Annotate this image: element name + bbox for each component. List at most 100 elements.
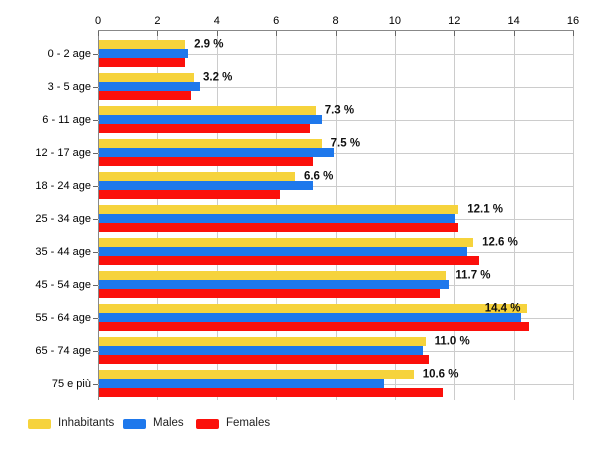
- category-tick-mark: [93, 186, 98, 187]
- x-axis-tick-mark: [216, 31, 218, 36]
- legend-swatch-inhabitants: [28, 418, 51, 429]
- bar-inhabitants: [99, 304, 527, 313]
- bar-males: [99, 379, 384, 388]
- bar-females: [99, 223, 459, 232]
- x-axis-tick-label: 0: [94, 15, 102, 27]
- legend-swatch-males: [123, 418, 146, 429]
- x-axis-tick-mark: [454, 31, 456, 36]
- value-label: 6.6 %: [303, 170, 334, 182]
- category-label: 35 - 44 age: [35, 245, 91, 258]
- category-label: 3 - 5 age: [47, 80, 91, 93]
- bar-females: [99, 91, 192, 100]
- bar-females: [99, 388, 444, 397]
- bar-males: [99, 280, 450, 289]
- legend-label: Males: [153, 417, 184, 429]
- x-axis-tick-label: 12: [448, 15, 461, 27]
- bar-females: [99, 355, 429, 364]
- legend-swatch-females: [196, 418, 219, 429]
- grid-line-horizontal: [98, 120, 573, 121]
- legend-item-females: Females: [196, 417, 270, 430]
- bar-inhabitants: [99, 337, 426, 346]
- bar-inhabitants: [99, 205, 459, 214]
- category-tick-mark: [93, 87, 98, 88]
- bar-females: [99, 289, 441, 298]
- category-label: 12 - 17 age: [35, 146, 91, 159]
- bar-females: [99, 322, 530, 331]
- x-axis-tick-label: 2: [154, 15, 161, 27]
- category-label: 18 - 24 age: [35, 179, 91, 192]
- x-axis-tick-mark: [98, 31, 99, 36]
- legend-item-males: Males: [123, 417, 184, 430]
- x-axis-tick-mark: [276, 31, 278, 36]
- category-tick-mark: [93, 219, 98, 220]
- category-label: 25 - 34 age: [35, 212, 91, 225]
- bar-males: [99, 247, 468, 256]
- category-label: 0 - 2 age: [47, 47, 91, 60]
- x-axis-tick-mark: [513, 31, 515, 36]
- bar-males: [99, 313, 521, 322]
- grid-line-horizontal: [98, 87, 573, 88]
- bar-males: [99, 115, 322, 124]
- x-axis-tick-mark: [157, 31, 159, 36]
- bar-males: [99, 49, 189, 58]
- grid-line-horizontal: [98, 186, 573, 187]
- grid-line-vertical: [513, 30, 515, 400]
- bar-inhabitants: [99, 271, 447, 280]
- bar-inhabitants: [99, 40, 186, 49]
- x-axis-tick-mark: [394, 31, 396, 36]
- bar-females: [99, 124, 310, 133]
- grid-line-horizontal: [98, 54, 573, 55]
- bar-inhabitants: [99, 172, 295, 181]
- category-label: 55 - 64 age: [35, 311, 91, 324]
- bar-females: [99, 256, 479, 265]
- bar-females: [99, 190, 281, 199]
- x-axis-tick-label: 8: [332, 15, 339, 27]
- value-label: 12.6 %: [482, 236, 518, 248]
- value-label: 3.2 %: [203, 71, 233, 83]
- bar-females: [99, 157, 313, 166]
- grid-line-horizontal: [98, 153, 573, 154]
- category-label: 45 - 54 age: [35, 278, 91, 291]
- value-label: 12.1 %: [467, 203, 504, 215]
- category-tick-mark: [93, 318, 98, 319]
- bar-inhabitants: [99, 370, 414, 379]
- x-axis-line: [98, 30, 574, 31]
- value-label: 11.0 %: [434, 335, 470, 347]
- bar-males: [99, 181, 313, 190]
- category-tick-mark: [93, 120, 98, 121]
- value-label: 7.3 %: [324, 104, 355, 116]
- category-tick-mark: [93, 351, 98, 352]
- bar-inhabitants: [99, 139, 322, 148]
- bar-males: [99, 82, 200, 91]
- legend-label: Females: [226, 417, 271, 429]
- value-label: 2.9 %: [194, 38, 224, 50]
- value-label: 14.4 %: [484, 302, 521, 314]
- bar-inhabitants: [99, 73, 194, 82]
- bar-females: [99, 58, 186, 67]
- x-axis-tick-label: 16: [566, 15, 580, 27]
- category-label: 6 - 11 age: [42, 113, 91, 126]
- legend-item-inhabitants: Inhabitants: [28, 417, 114, 430]
- category-tick-mark: [93, 252, 98, 253]
- x-axis-tick-label: 6: [273, 15, 280, 27]
- x-axis-tick-label: 10: [388, 15, 401, 27]
- bar-inhabitants: [99, 238, 474, 247]
- category-label: 65 - 74 age: [35, 344, 91, 357]
- bar-males: [99, 148, 334, 157]
- y-axis-line: [98, 30, 99, 400]
- category-tick-mark: [93, 54, 98, 55]
- value-label: 10.6 %: [422, 368, 459, 380]
- bar-males: [99, 346, 423, 355]
- category-tick-mark: [93, 285, 98, 286]
- category-label: 75 e più: [51, 377, 91, 390]
- category-tick-mark: [93, 384, 98, 385]
- x-axis-tick-mark: [335, 31, 337, 36]
- legend-label: Inhabitants: [58, 417, 115, 429]
- bar-inhabitants: [99, 106, 316, 115]
- category-tick-mark: [93, 153, 98, 154]
- grid-line-vertical: [573, 30, 574, 400]
- x-axis-tick-mark: [573, 31, 574, 36]
- value-label: 7.5 %: [330, 137, 361, 149]
